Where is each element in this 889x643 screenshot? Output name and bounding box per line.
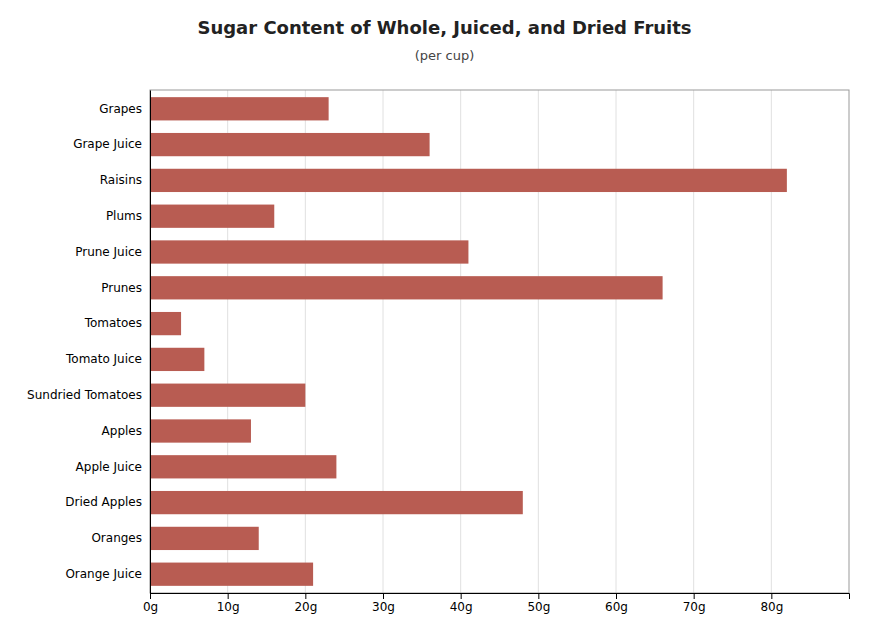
bar bbox=[150, 348, 204, 371]
bar bbox=[150, 563, 313, 586]
x-tick: 60g bbox=[605, 593, 628, 614]
grid-line bbox=[693, 90, 694, 593]
bar bbox=[150, 312, 181, 335]
y-axis: Grapes Grape Juice Raisins Plums Prune Juice… bbox=[27, 91, 150, 594]
x-tick-label: 30g bbox=[372, 600, 395, 614]
x-tick-mark bbox=[228, 593, 229, 599]
subtitle: (per cup) bbox=[415, 48, 475, 63]
grid bbox=[150, 90, 771, 593]
y-tick: Dried Apples bbox=[65, 495, 142, 509]
x-tick: 70g bbox=[683, 593, 706, 614]
x-tick-mark bbox=[150, 593, 151, 599]
grid-line bbox=[771, 90, 772, 593]
grid-line bbox=[460, 90, 461, 593]
x-tick: 30g bbox=[372, 593, 395, 614]
x-tick: 80g bbox=[760, 593, 783, 614]
y-tick-label: Grape Juice bbox=[73, 137, 142, 151]
x-tick-label: 10g bbox=[217, 600, 240, 614]
y-tick: Tomato Juice bbox=[65, 352, 142, 366]
x-tick-mark bbox=[771, 593, 772, 599]
y-tick-label: Raisins bbox=[100, 173, 142, 187]
bar bbox=[150, 419, 251, 442]
y-tick-label: Prune Juice bbox=[75, 245, 142, 259]
title: Sugar Content of Whole, Juiced, and Drie… bbox=[197, 17, 691, 38]
x-tick-label: 20g bbox=[294, 600, 317, 614]
x-tick: 0g bbox=[143, 593, 158, 614]
x-tick: 20g bbox=[294, 593, 317, 614]
bar bbox=[150, 133, 430, 156]
chart: Sugar Content of Whole, Juiced, and Drie… bbox=[0, 0, 889, 643]
grid-line bbox=[538, 90, 539, 593]
bar bbox=[150, 527, 259, 550]
bar bbox=[150, 240, 468, 263]
y-tick: Tomatoes bbox=[84, 316, 142, 330]
x-tick-mark bbox=[538, 593, 539, 599]
y-tick: Grapes bbox=[99, 102, 142, 116]
x-tick: 10g bbox=[217, 593, 240, 614]
x-tick-mark bbox=[305, 593, 306, 599]
y-tick: Plums bbox=[106, 209, 142, 223]
bar bbox=[150, 491, 523, 514]
y-tick: Oranges bbox=[91, 531, 142, 545]
y-tick-label: Prunes bbox=[101, 281, 142, 295]
bar bbox=[150, 97, 329, 120]
y-tick-label: Dried Apples bbox=[65, 495, 142, 509]
y-tick: Apple Juice bbox=[76, 460, 142, 474]
bar bbox=[150, 205, 274, 228]
plot-frame bbox=[150, 90, 849, 593]
x-tick-mark bbox=[461, 593, 462, 599]
y-tick: Grape Juice bbox=[73, 137, 142, 151]
x-tick-mark bbox=[694, 593, 695, 599]
x-tick-label: 40g bbox=[450, 600, 473, 614]
grid-line bbox=[383, 90, 384, 593]
bar bbox=[150, 384, 305, 407]
grid-line bbox=[616, 90, 617, 593]
y-tick: Raisins bbox=[100, 173, 142, 187]
y-tick-label: Orange Juice bbox=[65, 567, 142, 581]
y-tick: Apples bbox=[102, 424, 142, 438]
y-tick-label: Tomato Juice bbox=[65, 352, 142, 366]
y-tick-label: Apples bbox=[102, 424, 142, 438]
y-tick-label: Tomatoes bbox=[84, 316, 142, 330]
bars bbox=[150, 97, 787, 586]
x-tick: 50g bbox=[527, 593, 550, 614]
x-tick: 40g bbox=[450, 593, 473, 614]
y-tick-label: Oranges bbox=[91, 531, 142, 545]
bar bbox=[150, 276, 663, 299]
y-tick: Prune Juice bbox=[75, 245, 142, 259]
x-tick-label: 80g bbox=[760, 600, 783, 614]
x-tick-label: 0g bbox=[143, 600, 158, 614]
y-tick-label: Apple Juice bbox=[76, 460, 142, 474]
plot: 0g 10g 20g 30g 40g 50g 60g 70g 80g Grapes Grape Ju… bbox=[27, 90, 849, 614]
x-axis-line bbox=[151, 594, 850, 600]
y-tick: Sundried Tomatoes bbox=[27, 388, 142, 402]
x-axis: 0g 10g 20g 30g 40g 50g 60g 70g 80g bbox=[143, 593, 850, 614]
y-tick-label: Grapes bbox=[99, 102, 142, 116]
x-tick-label: 60g bbox=[605, 600, 628, 614]
grid-line bbox=[227, 90, 228, 593]
grid-line bbox=[305, 90, 306, 593]
y-axis-line bbox=[150, 91, 151, 594]
x-tick-label: 70g bbox=[683, 600, 706, 614]
bar bbox=[150, 455, 336, 478]
bar bbox=[150, 169, 787, 192]
x-tick-mark bbox=[383, 593, 384, 599]
x-tick-label: 50g bbox=[527, 600, 550, 614]
x-tick-mark bbox=[616, 593, 617, 599]
y-tick-label: Sundried Tomatoes bbox=[27, 388, 142, 402]
y-tick-label: Plums bbox=[106, 209, 142, 223]
y-tick: Prunes bbox=[101, 281, 142, 295]
y-tick: Orange Juice bbox=[65, 567, 142, 581]
